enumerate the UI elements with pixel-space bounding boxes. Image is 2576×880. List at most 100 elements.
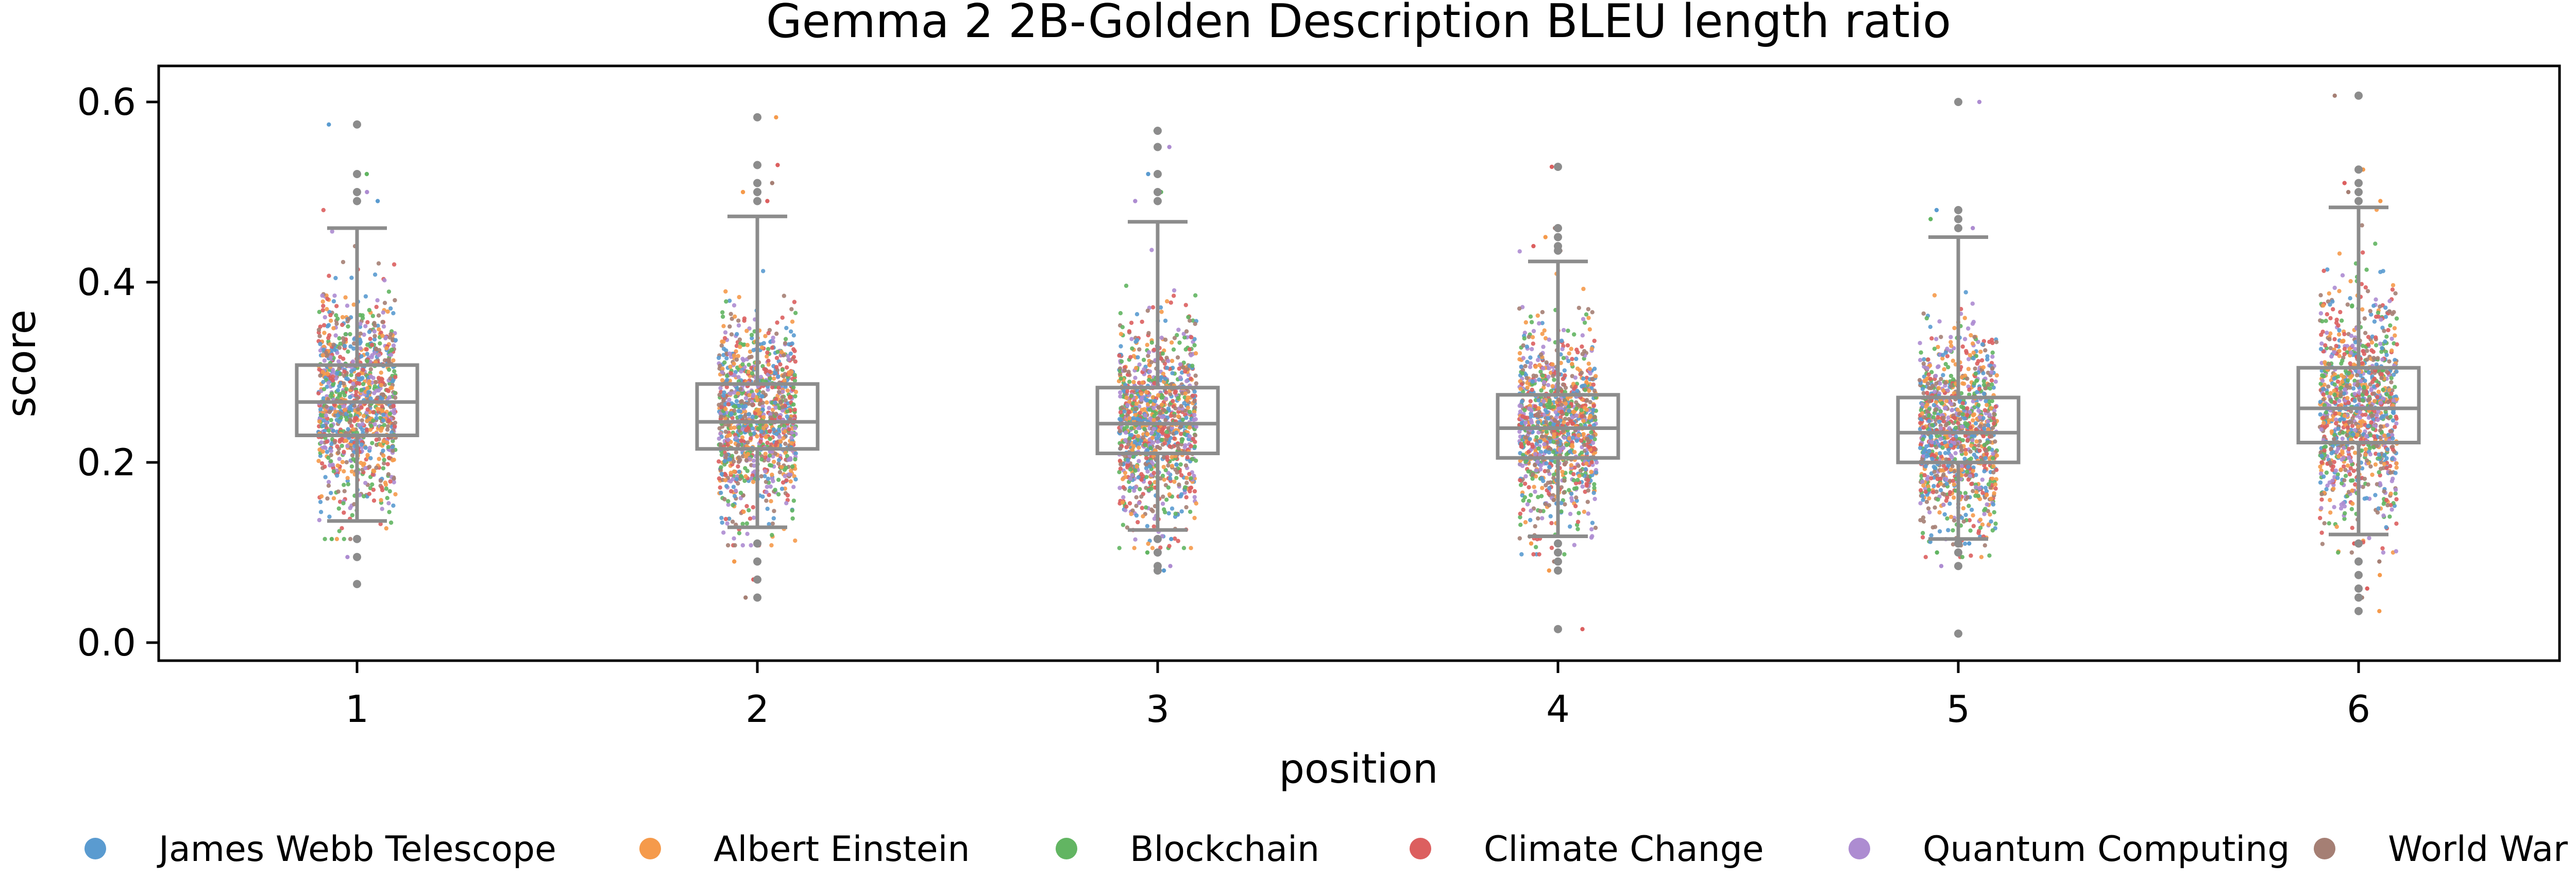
strip-point: [750, 336, 754, 340]
strip-point: [1168, 564, 1173, 568]
strip-point: [724, 453, 728, 458]
strip-point: [736, 481, 740, 486]
strip-point: [1133, 366, 1139, 370]
strip-point: [790, 441, 794, 445]
strip-point: [342, 537, 346, 542]
strip-point: [776, 390, 782, 394]
strip-point: [1145, 308, 1150, 313]
strip-point: [1181, 546, 1187, 550]
strip-point: [1582, 509, 1587, 514]
strip-point: [1151, 418, 1156, 423]
strip-point: [1517, 249, 1522, 254]
strip-point: [1141, 514, 1145, 519]
strip-point: [393, 492, 398, 497]
strip-point: [381, 466, 386, 471]
strip-point: [341, 501, 346, 506]
strip-point: [1583, 467, 1588, 472]
strip-point: [1192, 495, 1197, 499]
strip-point: [739, 369, 743, 374]
strip-point: [360, 422, 365, 426]
strip-point: [1540, 516, 1545, 521]
strip-point: [728, 312, 733, 316]
strip-point: [1146, 350, 1151, 355]
strip-point: [783, 429, 788, 434]
strip-point: [328, 313, 333, 318]
strip-point: [793, 310, 798, 315]
strip-point: [385, 462, 390, 467]
strip-point: [791, 498, 796, 503]
strip-point: [342, 489, 347, 493]
strip-point: [761, 269, 766, 273]
strip-point: [769, 543, 774, 548]
strip-point: [785, 414, 789, 419]
strip-point: [1522, 495, 1528, 499]
strip-point: [743, 474, 748, 479]
strip-point: [1549, 545, 1554, 550]
strip-point: [318, 499, 323, 504]
strip-point: [1121, 495, 1126, 499]
strip-point: [1163, 318, 1168, 323]
strip-point: [338, 341, 343, 346]
strip-point: [765, 199, 770, 203]
strip-point: [1574, 348, 1579, 352]
strip-point: [1134, 495, 1139, 499]
strip-point: [719, 415, 723, 419]
strip-point: [764, 423, 769, 428]
strip-point: [337, 499, 343, 504]
strip-point: [392, 457, 396, 462]
strip-point: [1991, 502, 1996, 507]
strip-point: [351, 427, 355, 432]
strip-point: [1931, 484, 1936, 489]
strip-point: [1574, 406, 1579, 411]
strip-point: [1592, 338, 1597, 343]
strip-point: [1546, 383, 1551, 387]
strip-point: [780, 395, 785, 400]
strip-point: [1178, 462, 1183, 467]
strip-point: [776, 458, 782, 462]
strip-point: [1123, 471, 1128, 475]
strip-point: [1122, 368, 1127, 373]
strip-point: [1966, 367, 1971, 371]
strip-point: [1531, 244, 1536, 249]
strip-point: [1139, 477, 1144, 482]
strip-point: [1152, 413, 1157, 419]
strip-point: [1149, 340, 1154, 345]
strip-point: [750, 402, 755, 407]
strip-point: [759, 474, 764, 479]
strip-point: [790, 464, 795, 469]
strip-point: [1518, 523, 1523, 527]
strip-point: [1168, 476, 1173, 481]
strip-point: [393, 420, 398, 425]
strip-point: [1127, 416, 1132, 421]
strip-point: [354, 389, 359, 394]
strip-point: [349, 469, 354, 474]
strip-point: [1144, 475, 1149, 479]
strip-point: [1184, 329, 1189, 334]
strip-point: [1183, 463, 1189, 468]
strip-point: [345, 303, 350, 308]
strip-point: [1127, 410, 1131, 415]
strip-point: [331, 342, 336, 347]
strip-point: [1167, 544, 1172, 548]
strip-point: [760, 404, 765, 409]
strip-point: [363, 445, 368, 450]
strip-point: [738, 409, 743, 413]
strip-point: [391, 448, 395, 453]
strip-point: [376, 313, 381, 318]
strip-point: [391, 503, 396, 508]
strip-point: [1150, 436, 1155, 440]
strip-point: [1534, 468, 1538, 473]
strip-point: [747, 508, 751, 513]
strip-point: [321, 379, 326, 384]
strip-point: [1132, 439, 1137, 444]
strip-point: [1124, 504, 1129, 509]
strip-point: [1961, 506, 1966, 511]
strip-point: [350, 513, 354, 517]
strip-point: [381, 439, 386, 443]
strip-point: [1544, 429, 1549, 434]
strip-point: [1523, 435, 1528, 440]
strip-point: [1143, 443, 1148, 447]
strip-point: [335, 473, 340, 478]
strip-point: [377, 457, 381, 461]
strip-point: [770, 532, 774, 538]
